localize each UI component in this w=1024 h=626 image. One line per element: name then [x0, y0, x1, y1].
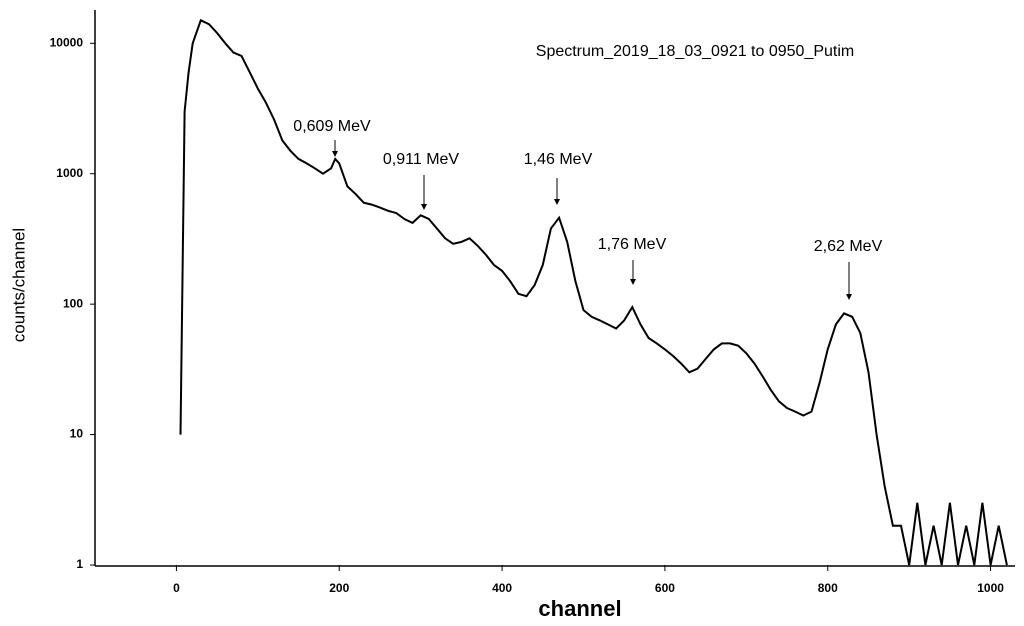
peak-label: 2,62 MeV: [814, 238, 883, 255]
peak-label: 1,76 MeV: [598, 236, 667, 253]
y-tick-label: 1000: [56, 166, 83, 180]
peak-arrowhead: [554, 199, 560, 205]
x-tick-label: 200: [329, 581, 349, 595]
y-tick-label: 100: [63, 296, 83, 310]
peak-label: 0,911 MeV: [383, 151, 460, 168]
spectrum-line: [179, 18, 1008, 566]
x-tick-label: 400: [492, 581, 512, 595]
x-axis-label: channel: [538, 596, 621, 621]
x-tick-label: 1000: [977, 581, 1004, 595]
peak-arrowhead: [332, 151, 338, 157]
x-tick-label: 0: [173, 581, 180, 595]
y-tick-label: 1: [76, 557, 83, 571]
peak-label: 0,609 MeV: [293, 118, 371, 135]
y-axis-label: counts/channel: [9, 228, 28, 342]
x-tick-label: 600: [655, 581, 675, 595]
peak-arrowhead: [846, 294, 852, 300]
y-tick-label: 10000: [50, 35, 84, 49]
y-tick-label: 10: [70, 427, 84, 441]
peak-label: 1,46 MeV: [524, 151, 593, 168]
peak-arrowhead: [630, 279, 636, 285]
chart-title: Spectrum_2019_18_03_0921 to 0950_Putim: [536, 43, 854, 60]
peak-arrowhead: [421, 204, 427, 210]
x-tick-label: 800: [818, 581, 838, 595]
